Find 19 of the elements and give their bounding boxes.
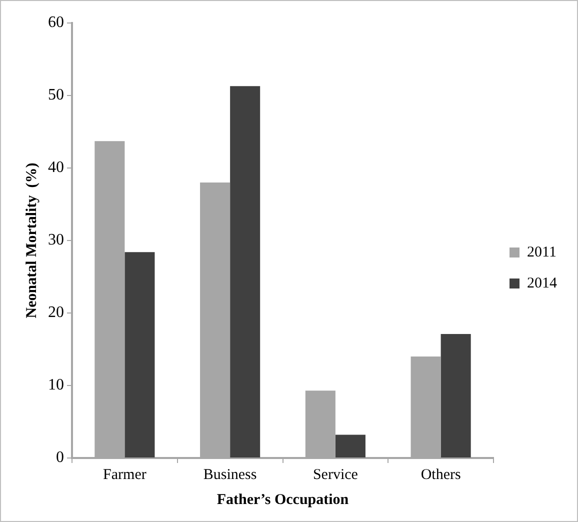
bar	[124, 252, 155, 458]
y-tick-label: 30	[48, 232, 64, 249]
y-tick-label: 10	[48, 376, 64, 394]
y-tick-label: 40	[48, 159, 64, 176]
y-tick-label: 50	[48, 86, 64, 104]
legend-label: 2011	[527, 244, 556, 260]
bar	[230, 86, 260, 458]
y-tick-label: 60	[48, 14, 64, 32]
bar	[335, 434, 366, 458]
y-tick-label: 20	[48, 304, 64, 322]
y-axis-title: Neonatal Mortality (%)	[24, 162, 40, 318]
bar	[440, 334, 471, 458]
x-tick-label: Service	[312, 466, 358, 483]
y-tick-label: 0	[56, 449, 64, 466]
x-tick-label: Others	[420, 466, 461, 483]
x-axis-title: Father’s Occupation	[216, 492, 350, 508]
legend-label: 2014	[527, 275, 558, 292]
x-tick-label: Farmer	[103, 466, 146, 483]
x-tick-label: Business	[203, 466, 257, 483]
